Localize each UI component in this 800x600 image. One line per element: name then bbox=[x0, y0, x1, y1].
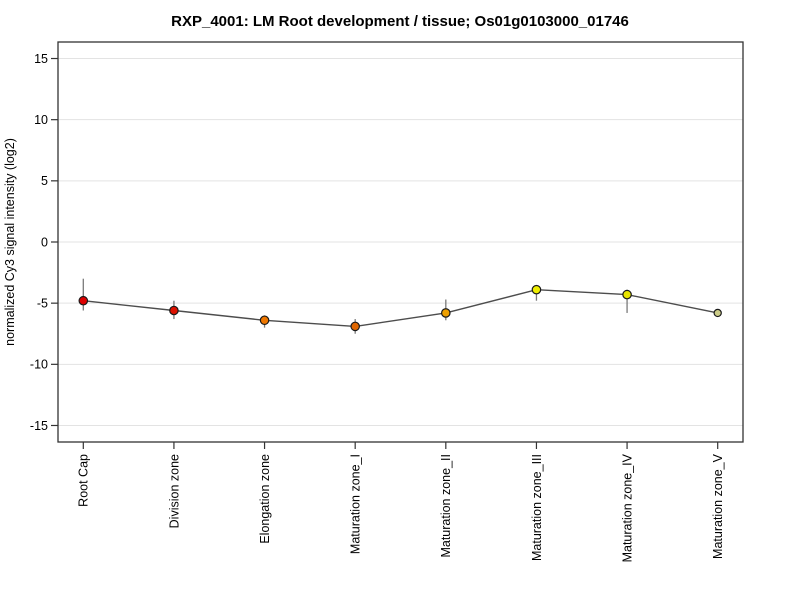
series-line bbox=[83, 289, 718, 328]
x-tick-label: Maturation zone_III bbox=[530, 454, 544, 561]
data-point bbox=[441, 308, 451, 318]
data-point bbox=[713, 308, 722, 318]
plot-area: 15 10 5 0 -5 -10 -15 Root Cap Division zone Elong… bbox=[30, 41, 744, 562]
data-point bbox=[78, 295, 89, 306]
x-tick-label: Maturation zone_II bbox=[439, 454, 453, 558]
x-tick-label: Root Cap bbox=[77, 454, 91, 507]
y-tick-label: 15 bbox=[34, 52, 48, 66]
data-point bbox=[531, 284, 542, 295]
data-point bbox=[259, 315, 270, 326]
y-tick-label: 5 bbox=[41, 174, 48, 188]
y-tick-label: -5 bbox=[37, 297, 48, 311]
x-tick-label: Elongation zone bbox=[258, 454, 272, 544]
y-tick-label: 0 bbox=[41, 235, 48, 249]
y-tick-label: -15 bbox=[30, 419, 48, 433]
x-tick-label: Maturation zone_IV bbox=[620, 453, 634, 562]
x-tick-label: Division zone bbox=[167, 454, 181, 528]
y-tick-label: -10 bbox=[30, 358, 48, 372]
data-point bbox=[622, 289, 632, 300]
chart-title: RXP_4001: LM Root development / tissue; … bbox=[171, 13, 629, 30]
x-tick-label: Maturation zone_I bbox=[349, 454, 363, 554]
x-tick-label: Maturation zone_V bbox=[711, 453, 725, 559]
y-tick-label: 10 bbox=[34, 113, 48, 127]
data-point bbox=[169, 305, 179, 316]
y-axis-title: normalized Cy3 signal intensity (log2) bbox=[3, 138, 17, 346]
data-point bbox=[350, 321, 360, 332]
